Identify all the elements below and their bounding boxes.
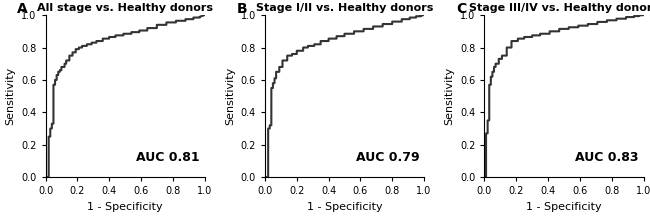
Y-axis label: Sensitivity: Sensitivity [6, 67, 16, 125]
Y-axis label: Sensitivity: Sensitivity [445, 67, 454, 125]
Y-axis label: Sensitivity: Sensitivity [225, 67, 235, 125]
Text: AUC 0.83: AUC 0.83 [575, 151, 639, 164]
Title: All stage vs. Healthy donors: All stage vs. Healthy donors [37, 3, 213, 13]
Text: AUC 0.79: AUC 0.79 [356, 151, 419, 164]
X-axis label: 1 - Specificity: 1 - Specificity [87, 202, 163, 212]
Title: Stage I/II vs. Healthy donors: Stage I/II vs. Healthy donors [256, 3, 433, 13]
Text: C: C [456, 2, 466, 16]
X-axis label: 1 - Specificity: 1 - Specificity [307, 202, 382, 212]
X-axis label: 1 - Specificity: 1 - Specificity [526, 202, 602, 212]
Title: Stage III/IV vs. Healthy donors: Stage III/IV vs. Healthy donors [469, 3, 650, 13]
Text: B: B [237, 2, 247, 16]
Text: AUC 0.81: AUC 0.81 [136, 151, 200, 164]
Text: A: A [17, 2, 27, 16]
